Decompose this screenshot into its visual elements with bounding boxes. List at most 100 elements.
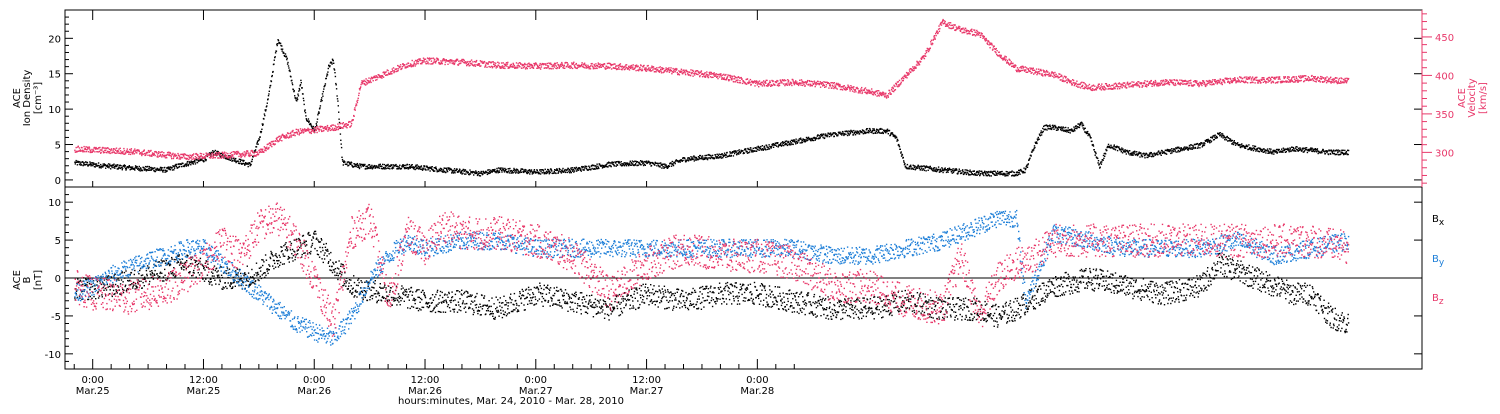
data-point: [173, 156, 174, 157]
data-point: [1128, 152, 1129, 153]
data-point: [1272, 152, 1273, 153]
data-point: [280, 43, 281, 44]
data-point: [873, 133, 874, 134]
data-point: [803, 84, 804, 85]
data-point: [540, 171, 541, 172]
data-point: [660, 69, 661, 70]
data-point: [1158, 150, 1159, 151]
data-point: [225, 154, 226, 155]
data-point: [639, 163, 640, 164]
data-point: [293, 134, 294, 135]
data-point: [365, 78, 366, 79]
data-point: [824, 137, 825, 138]
data-point: [81, 164, 82, 165]
data-point: [423, 58, 424, 59]
data-point: [340, 133, 341, 134]
data-point: [557, 170, 558, 171]
data-point: [287, 137, 288, 138]
data-point: [156, 169, 157, 170]
data-point: [236, 151, 237, 152]
data-point: [325, 126, 326, 127]
data-point: [359, 168, 360, 169]
data-point: [231, 152, 232, 153]
data-point: [445, 172, 446, 173]
data-point: [1327, 150, 1328, 151]
data-point: [308, 122, 309, 123]
data-point: [697, 70, 698, 71]
data-point: [525, 64, 526, 65]
data-point: [675, 71, 676, 72]
data-point: [1277, 152, 1278, 153]
data-point: [881, 129, 882, 130]
data-point: [1166, 154, 1167, 155]
data-point: [78, 146, 79, 147]
data-point: [368, 77, 369, 78]
data-point: [903, 157, 904, 158]
data-point: [169, 168, 170, 169]
data-point: [808, 137, 809, 138]
data-point: [830, 132, 831, 133]
data-point: [438, 171, 439, 172]
data-point: [459, 169, 460, 170]
data-point: [639, 67, 640, 68]
data-point: [326, 128, 327, 129]
data-point: [315, 128, 316, 129]
data-point: [399, 165, 400, 166]
data-point: [297, 132, 298, 133]
data-point: [736, 77, 737, 78]
data-point: [777, 142, 778, 143]
data-point: [1056, 130, 1057, 131]
data-point: [750, 147, 751, 148]
data-point: [215, 155, 216, 156]
data-point: [139, 166, 140, 167]
data-point: [507, 62, 508, 63]
data-point: [923, 168, 924, 169]
data-point: [855, 134, 856, 135]
data-point: [1189, 145, 1190, 146]
data-point: [525, 169, 526, 170]
data-point: [694, 74, 695, 75]
data-point: [155, 171, 156, 172]
data-point: [423, 168, 424, 169]
data-point: [645, 69, 646, 70]
data-point: [457, 59, 458, 60]
data-point: [769, 148, 770, 149]
data-point: [615, 68, 616, 69]
data-point: [336, 84, 337, 85]
data-point: [999, 174, 1000, 175]
data-point: [338, 112, 339, 113]
data-point: [169, 154, 170, 155]
data-point: [594, 64, 595, 65]
data-point: [1227, 140, 1228, 141]
data-point: [583, 166, 584, 167]
data-point: [299, 134, 300, 135]
data-point: [1178, 150, 1179, 151]
data-point: [503, 170, 504, 171]
data-point: [422, 170, 423, 171]
data-point: [442, 63, 443, 64]
data-point: [149, 155, 150, 156]
data-point: [650, 162, 651, 163]
data-point: [1175, 150, 1176, 151]
data-point: [798, 140, 799, 141]
data-point: [358, 165, 359, 166]
data-point: [991, 175, 992, 176]
data-point: [248, 166, 249, 167]
data-point: [408, 63, 409, 64]
data-point: [162, 151, 163, 152]
data-point: [705, 158, 706, 159]
data-point: [424, 61, 425, 62]
data-point: [617, 165, 618, 166]
data-point: [1290, 148, 1291, 149]
data-point: [1033, 149, 1034, 150]
data-point: [619, 162, 620, 163]
data-point: [784, 85, 785, 86]
data-point: [638, 165, 639, 166]
data-point: [336, 88, 337, 89]
data-point: [1080, 123, 1081, 124]
data-point: [548, 65, 549, 66]
data-point: [411, 66, 412, 67]
data-point: [501, 62, 502, 63]
data-point: [320, 101, 321, 102]
data-point: [173, 169, 174, 170]
